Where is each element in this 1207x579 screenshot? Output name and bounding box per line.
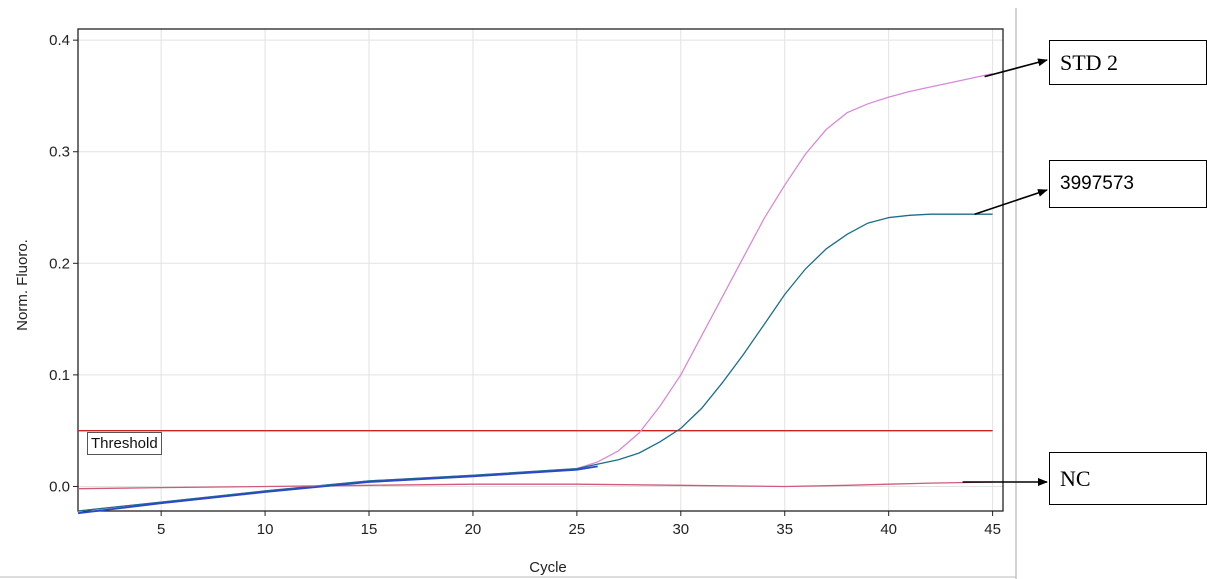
y-tick-label: 0.2 <box>49 255 70 272</box>
series-line-blue <box>77 465 598 515</box>
x-axis-title: Cycle <box>529 559 567 576</box>
series-line-3997573 <box>77 213 993 512</box>
arrow-3997573 <box>974 189 1048 215</box>
x-tick-label: 10 <box>257 521 274 538</box>
y-axis-title: Norm. Fluoro. <box>14 239 31 331</box>
series-lines <box>77 72 993 515</box>
x-tick-label: 15 <box>361 521 378 538</box>
series-line-nc <box>77 481 993 490</box>
y-tick-label: 0.3 <box>49 144 70 161</box>
gridlines <box>78 29 1003 511</box>
x-tick-label: 30 <box>672 521 689 538</box>
y-tick-label: 0.0 <box>49 478 70 495</box>
callout-std2: STD 2 <box>1049 40 1207 85</box>
y-tick-label: 0.4 <box>49 32 70 49</box>
plot-area <box>77 28 1004 512</box>
callout-3997573: 3997573 <box>1049 160 1207 208</box>
x-tick-label: 5 <box>157 521 165 538</box>
series-line-std-2 <box>77 72 993 512</box>
x-tick-label: 20 <box>465 521 482 538</box>
x-tick-label: 35 <box>776 521 793 538</box>
x-tick-label: 45 <box>984 521 1001 538</box>
y-tick-label: 0.1 <box>49 367 70 384</box>
x-tick-label: 25 <box>569 521 586 538</box>
callout-arrows <box>962 58 1048 486</box>
x-tick-label: 40 <box>880 521 897 538</box>
arrow-std2 <box>984 58 1048 78</box>
threshold-label: Threshold <box>87 432 162 455</box>
tick-labels: 5 10 15 20 25 30 35 40 45 0.0 0.1 0.2 0.3 0.4 <box>49 32 1001 538</box>
callout-nc: NC <box>1049 452 1207 505</box>
